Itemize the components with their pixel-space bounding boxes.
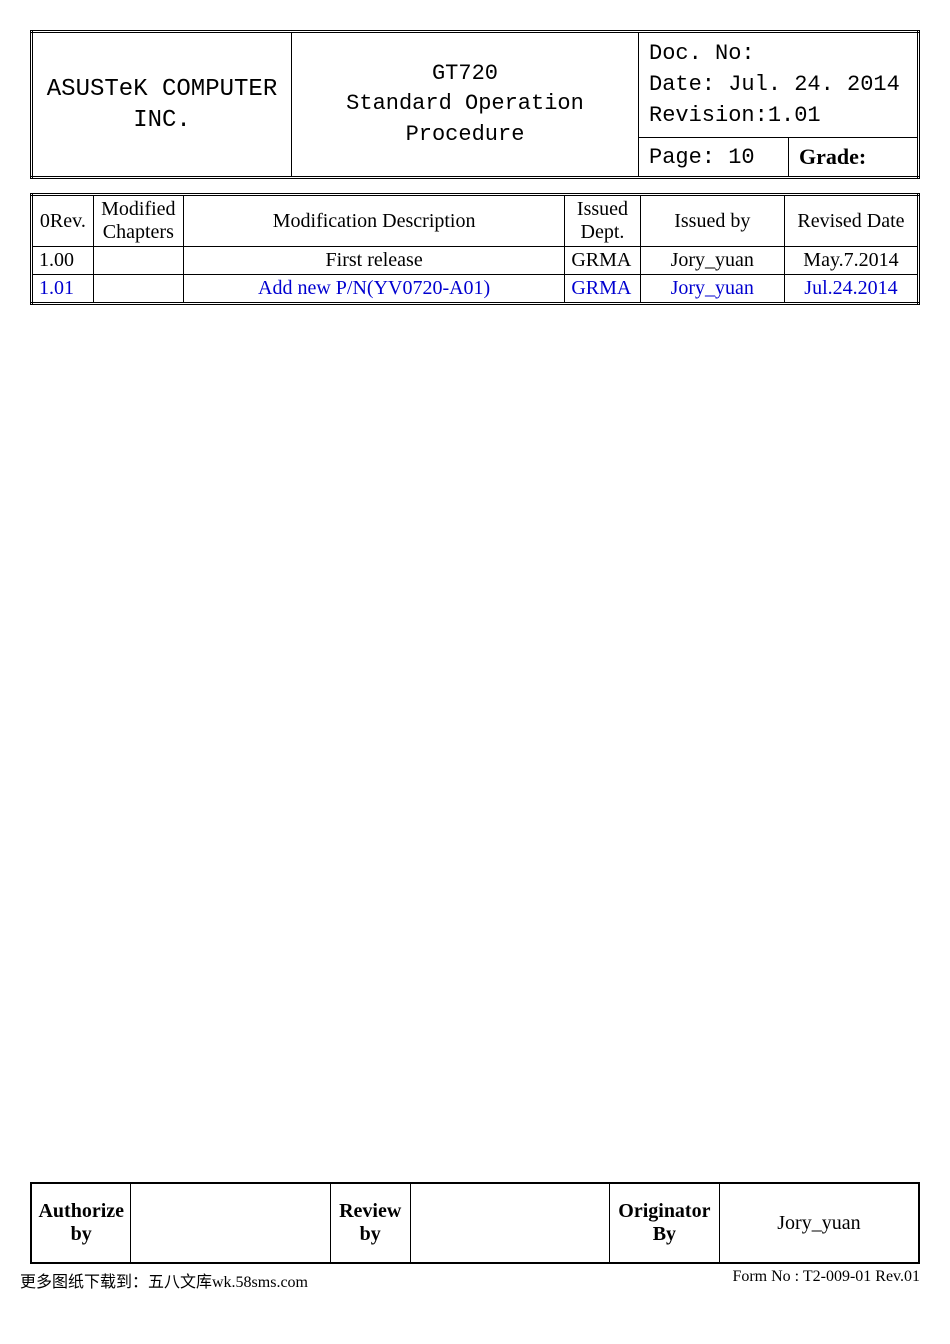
title-line2: Standard Operation Procedure — [346, 91, 584, 147]
authorize-value — [131, 1183, 330, 1263]
page-cell: Page: 10 — [639, 138, 789, 178]
header-table: ASUSTeK COMPUTER INC. GT720 Standard Ope… — [30, 30, 920, 179]
cell-rev: 1.01 — [32, 275, 94, 304]
bottom-line: 更多图纸下载到：五八文库wk.58sms.com Form No : T2-00… — [20, 1268, 920, 1292]
cell-dept: GRMA — [565, 247, 640, 275]
authorize-label: Authorize by — [31, 1183, 131, 1263]
title-cell: GT720 Standard Operation Procedure — [292, 32, 639, 178]
signoff-table: Authorize by Review by Originator By Jor… — [30, 1182, 920, 1264]
cell-date: May.7.2014 — [784, 247, 918, 275]
page-label: Page: 10 — [649, 145, 755, 170]
doc-no-label: Doc. No: — [649, 41, 755, 66]
th-rev: 0Rev. — [32, 195, 94, 247]
originator-label: Originator By — [609, 1183, 719, 1263]
cell-by: Jory_yuan — [640, 247, 784, 275]
cell-modchap — [93, 275, 183, 304]
cell-date: Jul.24.2014 — [784, 275, 918, 304]
th-dept: Issued Dept. — [565, 195, 640, 247]
cell-by: Jory_yuan — [640, 275, 784, 304]
th-by: Issued by — [640, 195, 784, 247]
th-date: Revised Date — [784, 195, 918, 247]
company-line2: INC. — [133, 107, 191, 134]
cell-rev: 1.00 — [32, 247, 94, 275]
table-row: 1.01 Add new P/N(YV0720-A01)GRMAJory_yuan… — [32, 275, 919, 304]
cell-dept: GRMA — [565, 275, 640, 304]
th-desc: Modification Description — [183, 195, 564, 247]
grade-label: Grade: — [799, 144, 866, 169]
meta-cell: Doc. No: Date: Jul. 24. 2014 Revision:1.… — [639, 32, 919, 138]
table-row: 1.00 First releaseGRMAJory_yuanMay.7.2014 — [32, 247, 919, 275]
th-modchap: Modified Chapters — [93, 195, 183, 247]
revision-line: Revision:1.01 — [649, 103, 821, 128]
bottom-right: Form No : T2-009-01 Rev.01 — [732, 1268, 920, 1292]
review-label: Review by — [330, 1183, 410, 1263]
company-cell: ASUSTeK COMPUTER INC. — [32, 32, 292, 178]
date-line: Date: Jul. 24. 2014 — [649, 72, 900, 97]
cell-desc: Add new P/N(YV0720-A01) — [183, 275, 564, 304]
review-value — [410, 1183, 609, 1263]
grade-cell: Grade: — [789, 138, 919, 178]
revision-table: 0Rev. Modified Chapters Modification Des… — [30, 193, 920, 305]
bottom-left: 更多图纸下载到：五八文库wk.58sms.com — [20, 1268, 308, 1292]
title-line1: GT720 — [432, 61, 498, 86]
cell-modchap — [93, 247, 183, 275]
company-line1: ASUSTeK COMPUTER — [47, 76, 277, 103]
originator-value: Jory_yuan — [719, 1183, 919, 1263]
cell-desc: First release — [183, 247, 564, 275]
